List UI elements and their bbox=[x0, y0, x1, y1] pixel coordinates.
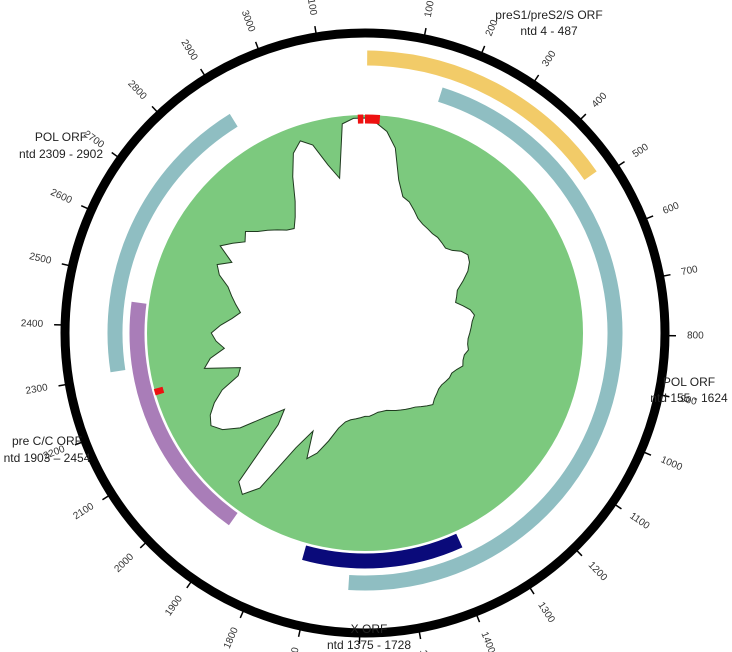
tick-label: 400 bbox=[590, 90, 610, 110]
tick-mark bbox=[611, 502, 622, 510]
tick-label: 2600 bbox=[49, 187, 74, 206]
orf-label-range: ntd 4 - 487 bbox=[520, 24, 578, 38]
tick-mark bbox=[199, 68, 208, 79]
tick-label: 300 bbox=[540, 49, 559, 69]
conservation-profile bbox=[147, 115, 583, 551]
tick-mark bbox=[417, 628, 422, 640]
tick-label: 1900 bbox=[163, 593, 185, 618]
tick-label: 1400 bbox=[478, 630, 497, 652]
orf-label-range: ntd 155 - 1624 bbox=[650, 391, 728, 405]
orf-label-title: pre C/C ORF bbox=[12, 434, 82, 448]
tick-label: 2000 bbox=[112, 551, 136, 575]
tick-label: 1000 bbox=[659, 454, 684, 473]
tick-mark bbox=[151, 105, 161, 115]
orf-label-pol-second: POL ORF ntd 2309 - 2902 bbox=[19, 130, 103, 161]
tick-label: 2900 bbox=[178, 38, 199, 63]
orf-arc-precore-core bbox=[129, 301, 238, 526]
tick-mark bbox=[314, 25, 318, 38]
tick-mark bbox=[102, 493, 113, 501]
orf-label-precore-core: pre C/C ORF ntd 1903 – 2454 bbox=[4, 434, 91, 465]
variant-markers bbox=[153, 114, 381, 396]
tick-mark bbox=[61, 263, 73, 268]
tick-label: 3100 bbox=[304, 0, 319, 17]
tick-label: 600 bbox=[661, 200, 681, 217]
tick-label: 1100 bbox=[627, 511, 651, 532]
orf-arc-pol-second bbox=[107, 113, 238, 373]
orf-label-title: X ORF bbox=[351, 622, 388, 636]
tick-label: 1300 bbox=[535, 600, 557, 625]
tick-mark bbox=[80, 205, 92, 211]
tick-label: 500 bbox=[631, 142, 651, 161]
tick-label: 2500 bbox=[28, 251, 53, 267]
orf-label-range: ntd 2309 - 2902 bbox=[19, 147, 103, 161]
tick-label: 100 bbox=[423, 0, 437, 18]
tick-mark bbox=[527, 584, 535, 595]
tick-label: 2300 bbox=[25, 382, 49, 397]
tick-mark bbox=[239, 607, 246, 619]
tick-label: 900 bbox=[679, 394, 698, 408]
genome-backbone-ring bbox=[60, 28, 670, 638]
tick-mark bbox=[74, 440, 86, 446]
orf-arcs bbox=[107, 50, 623, 591]
tick-mark bbox=[531, 74, 540, 85]
orf-arc-preS1-preS2-S bbox=[367, 50, 597, 180]
tick-label: 800 bbox=[687, 330, 704, 341]
tick-mark bbox=[577, 113, 587, 123]
tick-label: 1200 bbox=[586, 560, 610, 584]
conservation-area bbox=[147, 115, 583, 551]
orf-arc-x bbox=[302, 533, 463, 569]
tick-mark bbox=[58, 383, 70, 387]
tick-mark bbox=[659, 273, 671, 278]
orf-label-title: POL ORF bbox=[663, 375, 715, 389]
tick-mark bbox=[186, 578, 194, 589]
orf-label-preS1-preS2-S: preS1/preS2/S ORF ntd 4 - 487 bbox=[495, 8, 602, 38]
tick-label: 3000 bbox=[239, 9, 257, 34]
marker-red-left bbox=[153, 386, 165, 396]
conservation-outline bbox=[203, 117, 476, 496]
tick-label: 2100 bbox=[71, 501, 96, 522]
orf-label-title: preS1/preS2/S ORF bbox=[495, 8, 602, 22]
orf-label-title: POL ORF bbox=[35, 130, 87, 144]
tick-mark bbox=[474, 611, 481, 623]
tick-mark bbox=[297, 625, 302, 637]
tick-label: 700 bbox=[680, 264, 699, 278]
tick-label: 1700 bbox=[286, 646, 302, 652]
tick-label: 2400 bbox=[21, 318, 44, 330]
tick-mark bbox=[658, 393, 670, 398]
tick-mark bbox=[139, 539, 149, 549]
marker-red-top-b bbox=[364, 114, 381, 125]
tick-mark bbox=[254, 41, 261, 53]
tick-label: 2800 bbox=[125, 78, 149, 102]
orf-label-range: ntd 1903 – 2454 bbox=[4, 451, 91, 465]
tick-mark bbox=[614, 161, 625, 169]
tick-mark bbox=[573, 547, 583, 557]
tick-mark bbox=[111, 151, 122, 160]
tick-mark bbox=[642, 215, 654, 221]
orf-label-pol-main: POL ORF ntd 155 - 1624 bbox=[650, 375, 728, 405]
tick-label: 1800 bbox=[222, 625, 241, 650]
orf-arc-pol-main bbox=[348, 87, 623, 591]
tick-label: 1500 bbox=[417, 649, 432, 652]
tick-mark bbox=[640, 450, 652, 456]
tick-mark bbox=[423, 27, 427, 39]
tick-mark bbox=[479, 45, 486, 57]
orf-label-range: ntd 1375 - 1728 bbox=[327, 638, 411, 652]
orf-label-x: X ORF ntd 1375 - 1728 bbox=[327, 622, 411, 652]
